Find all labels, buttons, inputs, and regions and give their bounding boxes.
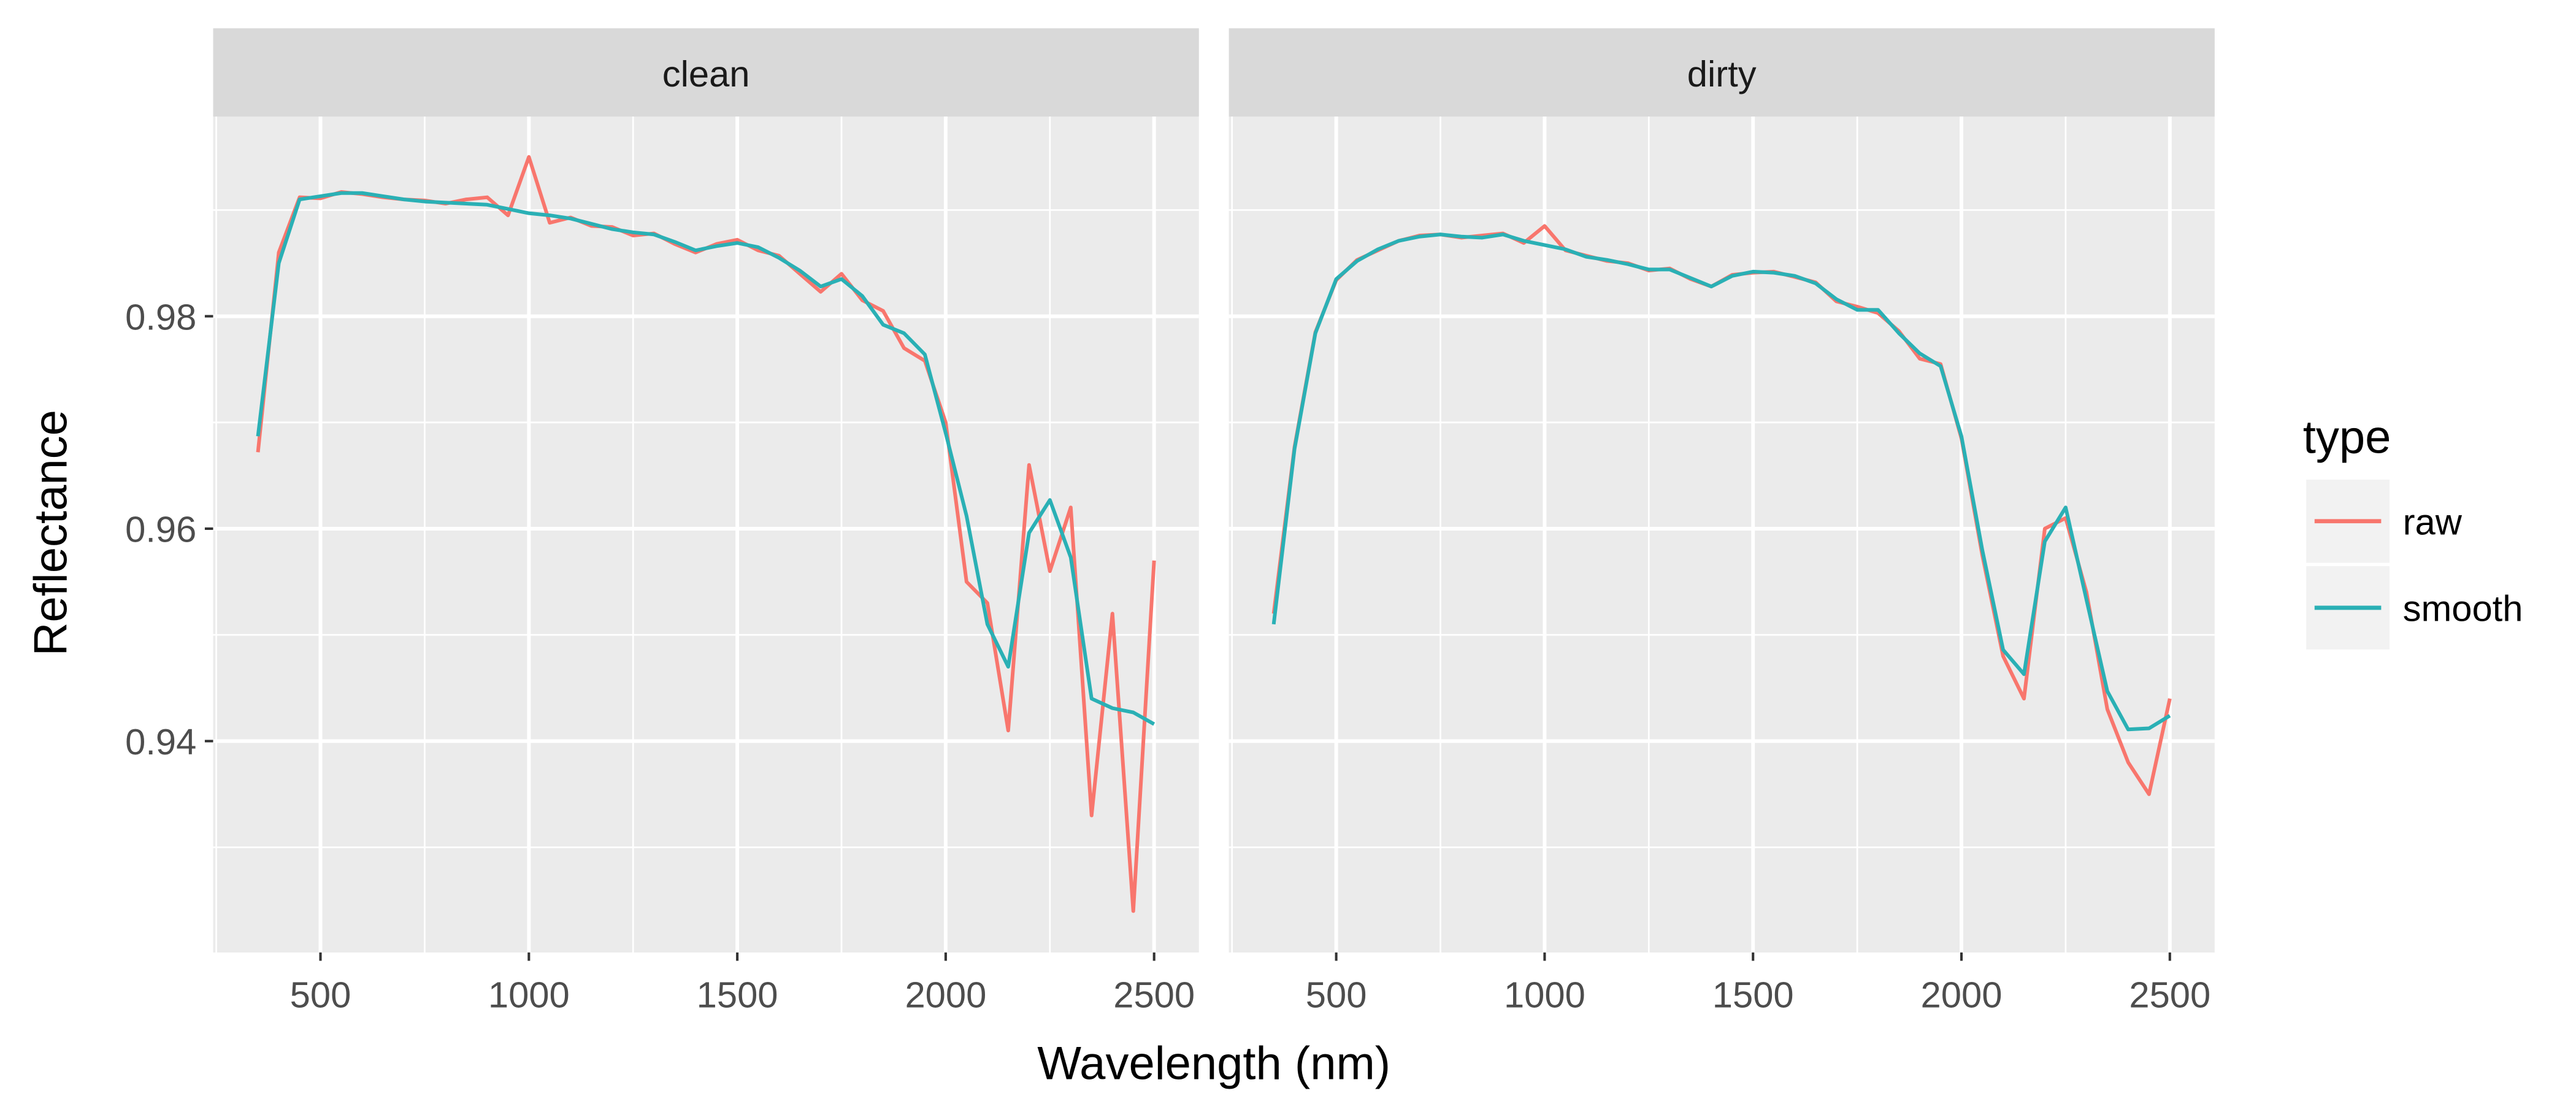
y-axis-title: Reflectance <box>25 410 77 656</box>
y-tick-label: 0.98 <box>125 296 196 337</box>
x-tick-label: 500 <box>290 975 351 1016</box>
y-tick-label: 0.96 <box>125 509 196 550</box>
series-line <box>256 191 1156 726</box>
strip <box>213 28 1199 117</box>
x-tick-label: 2000 <box>1921 975 2003 1016</box>
panel-title: dirty <box>1687 53 1757 94</box>
panel-background <box>213 117 1199 953</box>
x-tick-label: 2000 <box>905 975 986 1016</box>
legend-title: type <box>2303 411 2391 463</box>
legend-label: smooth <box>2403 588 2523 629</box>
panel-title: clean <box>662 53 750 94</box>
x-tick-label: 2500 <box>2129 975 2210 1016</box>
x-tick-label: 1000 <box>1504 975 1585 1016</box>
series-line <box>1271 232 2171 732</box>
panel-background <box>1229 117 2215 953</box>
x-tick-label: 1500 <box>1712 975 1794 1016</box>
x-tick-label: 2500 <box>1113 975 1195 1016</box>
y-tick-label: 0.94 <box>125 721 196 762</box>
x-tick-label: 1000 <box>488 975 570 1016</box>
legend-label: raw <box>2403 501 2463 542</box>
x-tick-label: 1500 <box>697 975 778 1016</box>
strip <box>1229 28 2215 117</box>
x-tick-label: 500 <box>1306 975 1367 1016</box>
x-axis-title: Wavelength (nm) <box>1037 1037 1390 1089</box>
